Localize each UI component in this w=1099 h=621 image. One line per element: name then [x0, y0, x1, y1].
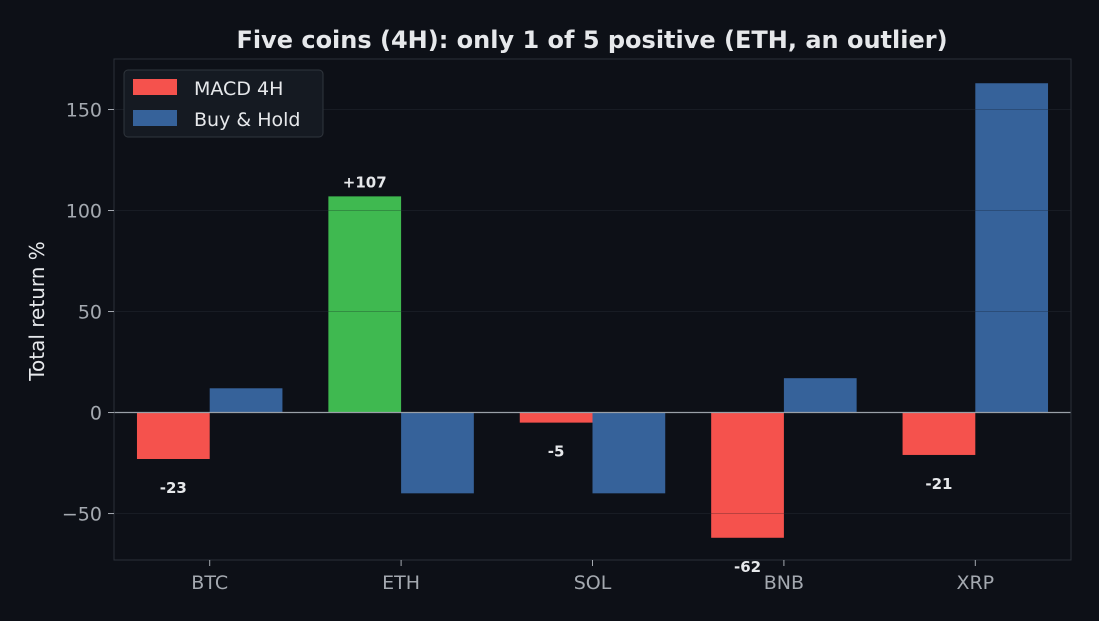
bar-macd	[519, 412, 593, 423]
legend-swatch-buy-hold	[133, 110, 177, 126]
data-label-macd: -23	[160, 479, 187, 497]
bar-buy-hold	[592, 412, 666, 494]
data-label-macd: -62	[734, 558, 761, 576]
data-label-macd: -5	[548, 443, 565, 461]
x-tick-label: XRP	[956, 572, 994, 594]
y-tick-label: −50	[62, 504, 102, 526]
bar-macd	[902, 412, 976, 455]
legend: MACD 4H Buy & Hold	[123, 69, 324, 138]
x-tick-label: SOL	[574, 572, 612, 594]
legend-label-macd: MACD 4H	[194, 78, 283, 100]
y-tick-label: 150	[66, 100, 102, 122]
y-tick-label: 100	[66, 201, 102, 223]
legend-label-buy-hold: Buy & Hold	[194, 109, 300, 131]
y-tick-label: 0	[90, 403, 102, 425]
bar-macd	[136, 412, 210, 459]
bar-macd	[328, 196, 402, 413]
data-label-macd: -21	[925, 475, 952, 493]
chart-title: Five coins (4H): only 1 of 5 positive (E…	[236, 26, 947, 54]
legend-swatch-macd	[133, 79, 177, 95]
y-axis-label: Total return %	[25, 241, 49, 382]
bar-buy-hold	[209, 388, 283, 413]
x-tick-label: ETH	[382, 572, 420, 594]
bar-buy-hold	[783, 378, 857, 413]
bar-macd	[711, 412, 784, 538]
x-tick-label: BNB	[764, 572, 804, 594]
bar-buy-hold	[975, 83, 1049, 413]
x-tick-label: BTC	[191, 572, 228, 594]
plot-area: −50 0 50 100 150 BTC ETH SOL BNB XRP -23 +107 -5 -62 -…	[62, 58, 1072, 594]
bar-buy-hold	[401, 412, 474, 494]
y-tick-label: 50	[78, 302, 102, 324]
data-label-macd: +107	[343, 173, 387, 191]
